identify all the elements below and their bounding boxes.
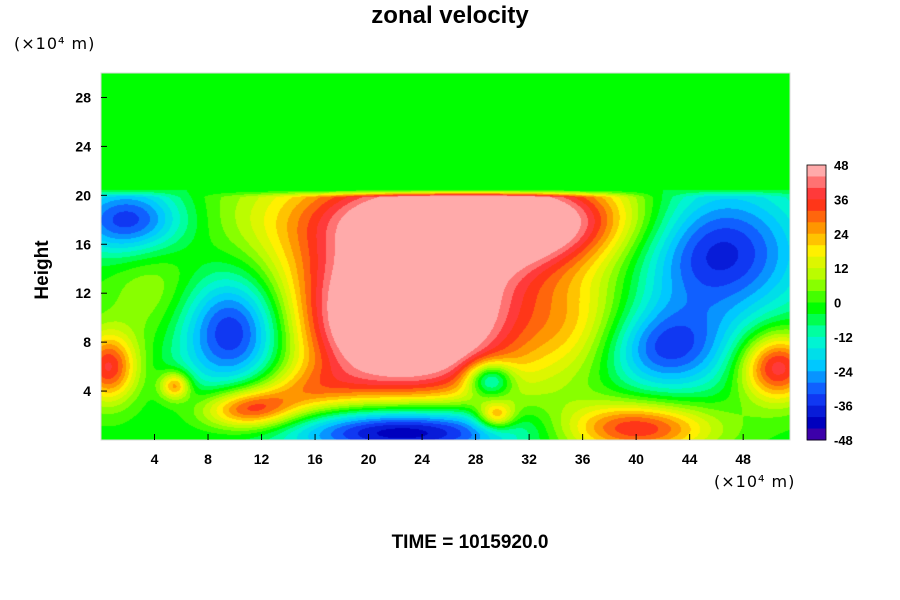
colorbar-band-22 bbox=[807, 417, 826, 430]
x-tick-label-11: 48 bbox=[735, 451, 751, 467]
x-tick-label-10: 44 bbox=[682, 451, 698, 467]
x-axis-ticks: 4 8 12 16 20 24 28 32 36 40 44 48 bbox=[151, 434, 751, 467]
x-unit-label: (×10⁴ m) bbox=[714, 472, 796, 491]
colorbar-band-17 bbox=[807, 359, 826, 372]
colorbar-tick-label-2: 24 bbox=[834, 227, 849, 242]
y-tick-label-4: 20 bbox=[75, 187, 91, 203]
colorbar-tick-label-7: -36 bbox=[834, 399, 853, 414]
colorbar-tick-label-0: 48 bbox=[834, 158, 848, 173]
x-tick-label-7: 32 bbox=[521, 451, 537, 467]
y-unit-label: (×10⁴ m) bbox=[14, 34, 96, 53]
colorbar-band-15 bbox=[807, 336, 826, 349]
colorbar-band-21 bbox=[807, 405, 826, 418]
colorbar-band-16 bbox=[807, 348, 826, 361]
x-tick-label-1: 8 bbox=[204, 451, 212, 467]
colorbar-band-2 bbox=[807, 187, 826, 200]
x-tick-label-9: 40 bbox=[628, 451, 644, 467]
x-tick-label-0: 4 bbox=[151, 451, 159, 467]
chart-title: zonal velocity bbox=[371, 2, 529, 29]
y-tick-label-6: 28 bbox=[75, 89, 91, 105]
colorbar-band-23 bbox=[807, 428, 826, 441]
colorbar-tick-label-1: 36 bbox=[834, 192, 848, 207]
colorbar-tick-label-6: -24 bbox=[834, 364, 854, 379]
colorbar-band-10 bbox=[807, 279, 826, 292]
colorbar-tick-label-4: 0 bbox=[834, 296, 841, 311]
y-tick-label-5: 24 bbox=[75, 138, 91, 154]
colorbar-tick-label-5: -12 bbox=[834, 330, 853, 345]
time-label: TIME = 1015920.0 bbox=[391, 532, 549, 553]
x-tick-label-4: 20 bbox=[361, 451, 377, 467]
colorbar-band-1 bbox=[807, 176, 826, 189]
y-tick-label-2: 12 bbox=[75, 285, 91, 301]
colorbar-band-11 bbox=[807, 291, 826, 303]
x-tick-label-6: 28 bbox=[468, 451, 484, 467]
colorbar-band-19 bbox=[807, 382, 826, 395]
velocity-contour-field bbox=[101, 73, 790, 440]
x-tick-label-5: 24 bbox=[414, 451, 430, 467]
y-tick-label-0: 4 bbox=[83, 383, 91, 399]
colorbar-band-18 bbox=[807, 371, 826, 384]
colorbar-tick-label-3: 12 bbox=[834, 261, 848, 276]
colorbar-band-5 bbox=[807, 222, 826, 235]
colorbar-band-12 bbox=[807, 302, 826, 315]
colorbar-frame bbox=[806, 164, 827, 441]
x-tick-label-2: 12 bbox=[254, 451, 270, 467]
colorbar-band-6 bbox=[807, 233, 826, 246]
colorbar-tick-label-8: -48 bbox=[834, 433, 853, 448]
colorbar-band-13 bbox=[807, 313, 826, 326]
x-tick-label-3: 16 bbox=[307, 451, 323, 467]
colorbar-band-0 bbox=[807, 165, 826, 177]
x-tick-label-8: 36 bbox=[575, 451, 591, 467]
colorbar: 48 36 24 12 0 -12 -24 -36 -48 bbox=[806, 158, 854, 448]
y-tick-label-3: 16 bbox=[75, 236, 91, 252]
y-axis-ticks: 4 8 12 16 20 24 28 bbox=[75, 89, 107, 399]
colorbar-band-9 bbox=[807, 268, 826, 281]
colorbar-band-7 bbox=[807, 245, 826, 258]
plot-frame bbox=[100, 72, 791, 441]
colorbar-band-4 bbox=[807, 210, 826, 223]
colorbar-band-3 bbox=[807, 199, 826, 212]
colorbar-band-20 bbox=[807, 394, 826, 407]
colorbar-band-8 bbox=[807, 256, 826, 269]
y-tick-label-1: 8 bbox=[83, 334, 91, 350]
colorbar-band-14 bbox=[807, 325, 826, 338]
